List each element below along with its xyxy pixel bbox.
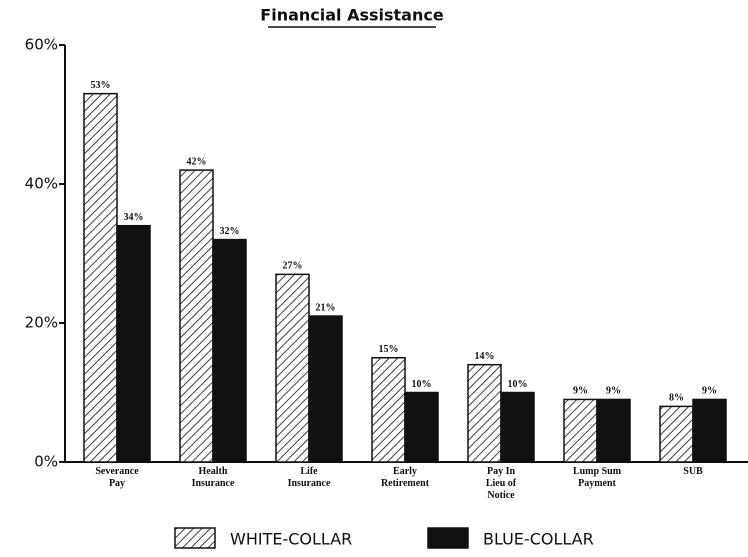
bar — [371, 357, 406, 463]
data-label: 9% — [606, 386, 621, 397]
x-tick-label: Early Retirement — [381, 466, 430, 489]
data-label: 21% — [316, 302, 336, 313]
y-tick-label: 60% — [25, 36, 58, 54]
legend-label: BLUE-COLLAR — [483, 530, 594, 549]
bar — [404, 391, 439, 463]
bar — [116, 224, 151, 463]
y-tick-label: 20% — [25, 314, 58, 332]
chart-title: Financial Assistance — [260, 6, 444, 25]
y-tick-label: 40% — [25, 175, 58, 193]
bar — [596, 398, 631, 463]
data-label: 34% — [124, 212, 144, 223]
x-tick-label: Severance Pay — [95, 466, 139, 489]
data-label: 42% — [187, 156, 207, 167]
data-label: 10% — [412, 379, 432, 390]
bar — [308, 315, 343, 463]
bar — [275, 273, 310, 463]
data-label: 53% — [91, 80, 111, 91]
x-tick-label: SUB — [683, 466, 703, 477]
data-label: 15% — [379, 344, 399, 355]
legend-label: WHITE-COLLAR — [230, 530, 352, 549]
bar — [500, 391, 535, 463]
bar — [83, 92, 118, 463]
x-tick-label: Life Insurance — [288, 466, 331, 489]
bar — [212, 238, 247, 463]
bar — [692, 398, 727, 463]
data-label: 32% — [220, 226, 240, 237]
data-label: 9% — [573, 386, 588, 397]
y-tick-label: 0% — [34, 453, 58, 471]
bar — [563, 398, 598, 463]
data-label: 10% — [508, 379, 528, 390]
bar — [467, 363, 502, 463]
x-tick-label: Lump Sum Payment — [573, 466, 622, 489]
x-tick-label: Health Insurance — [192, 466, 235, 489]
legend-swatch — [174, 527, 216, 549]
data-label: 8% — [669, 393, 684, 404]
data-label: 9% — [702, 386, 717, 397]
data-label: 14% — [475, 351, 495, 362]
data-label: 27% — [283, 261, 303, 272]
bar — [659, 405, 694, 463]
x-tick-label: Pay In Lieu of Notice — [486, 466, 517, 501]
bar — [179, 169, 214, 463]
legend-swatch — [427, 527, 469, 549]
